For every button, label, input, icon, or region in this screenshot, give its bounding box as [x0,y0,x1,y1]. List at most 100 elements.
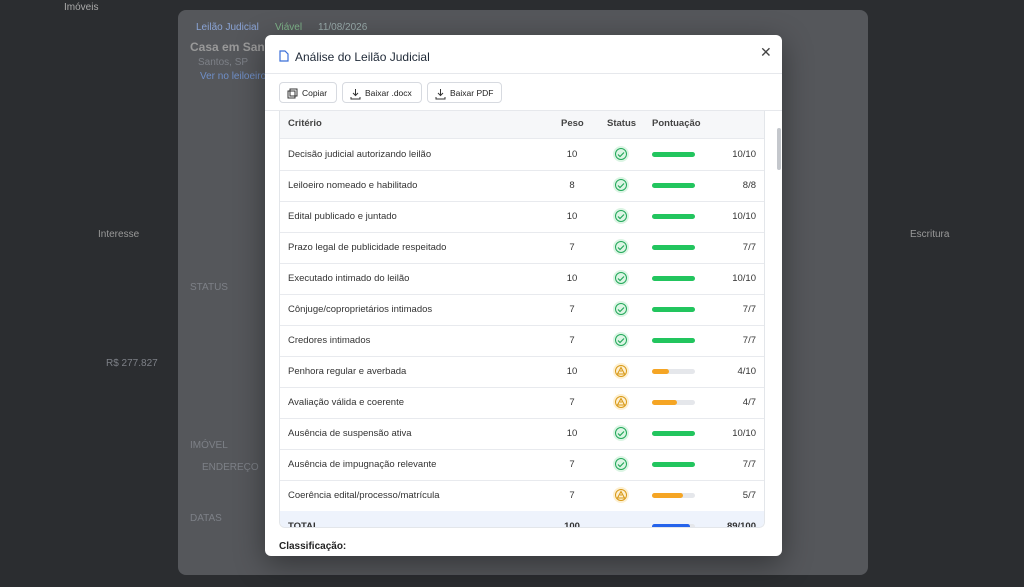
score-bar [652,462,695,467]
score-bar [652,245,695,250]
score-label: 10/10 [732,273,756,284]
criterion: Cônjuge/coproprietários intimados [288,304,433,315]
score-label: 10/10 [732,428,756,439]
score-label: 7/7 [742,335,756,346]
price: R$ 277.827 [106,358,158,369]
criterion: Avaliação válida e coerente [288,397,405,408]
score-bar [652,524,691,527]
criterion: Leiloeiro nomeado e habilitado [288,180,418,191]
table-row: TOTAL 100 89/100 [280,511,764,528]
weight: 7 [569,459,575,470]
column-header: Status [607,118,637,129]
score-track [652,152,695,157]
score-track [652,462,695,467]
criterion: Prazo legal de publicidade respeitado [288,242,447,253]
status-icon [613,456,629,472]
score-track [652,493,695,498]
button-icon [287,88,298,99]
column-header: Critério [288,118,322,129]
viability: Viável [275,22,303,33]
close-button[interactable]: ✕ [760,44,772,60]
app-title: Imóveis [64,2,99,13]
imovel-label: IMÓVEL [190,440,228,451]
table-row: Ausência de impugnação relevante 7 7/7 [280,449,764,481]
status-icon [613,146,629,162]
score-bar [652,307,695,312]
classification-label: Classificação: [279,541,347,552]
status-label: STATUS [190,282,228,293]
score-label: 4/7 [742,397,756,408]
criterion: Ausência de impugnação relevante [288,459,437,470]
criterion: Ausência de suspensão ativa [288,428,412,439]
toolbar-button[interactable]: Baixar .docx [342,82,422,103]
criterion: Credores intimados [288,335,371,346]
score-track [652,431,695,436]
city: Santos, SP [198,57,249,68]
toolbar-button[interactable]: Baixar PDF [427,82,502,103]
score-label: 7/7 [742,242,756,253]
criterion: Coerência edital/processo/matrícula [288,490,440,501]
score-track [652,214,695,219]
date: 11/08/2026 [318,22,368,33]
table-row: Cônjuge/coproprietários intimados 7 7/7 [280,294,764,326]
weight: 10 [566,273,578,284]
score-track [652,400,695,405]
status-icon [613,177,629,193]
score-bar [652,493,683,498]
score-label: 89/100 [726,521,756,528]
tag: Leilão Judicial [196,22,259,33]
table-row: Credores intimados 7 7/7 [280,325,764,357]
score-label: 5/7 [742,490,756,501]
table-row: Executado intimado do leilão 10 10/10 [280,263,764,295]
analysis-modal: Análise do Leilão Judicial ✕ Copiar Baixa… [265,35,782,556]
criteria-table: Critério Peso Status Pontuação Decisão judic… [279,111,765,528]
status-icon [613,270,629,286]
button-icon [350,89,361,100]
link: Ver no leiloeiro [200,71,267,82]
toolbar-button[interactable]: Copiar [279,82,337,103]
score-track [652,276,695,281]
score-track [652,245,695,250]
score-label: 10/10 [732,149,756,160]
criterion: Executado intimado do leilão [288,273,410,284]
score-track [652,338,695,343]
table-row: Penhora regular e averbada 10 4/10 [280,356,764,388]
table-row: Prazo legal de publicidade respeitado 7 7/… [280,232,764,264]
score-bar [652,152,695,157]
score-track [652,307,695,312]
column-header: Pontuação [652,118,701,129]
weight: 7 [569,242,575,253]
score-label: 8/8 [742,180,756,191]
score-bar [652,214,695,219]
score-bar [652,183,695,188]
score-label: 10/10 [732,211,756,222]
weight: 10 [566,428,578,439]
weight: 7 [569,304,575,315]
status-icon [613,301,629,317]
score-label: 4/10 [737,366,757,377]
score-label: 7/7 [742,459,756,470]
criterion: Decisão judicial autorizando leilão [288,149,432,160]
table-row: Leiloeiro nomeado e habilitado 8 8/8 [280,170,764,202]
status-icon [613,394,629,410]
score-track [652,524,695,527]
property: Casa em Santos [190,40,283,54]
weight: 10 [566,366,578,377]
status-icon [613,239,629,255]
table-row: Decisão judicial autorizando leilão 10 10/… [280,139,764,171]
button-icon [435,89,446,100]
status-icon [613,332,629,348]
table-row: Ausência de suspensão ativa 10 10/10 [280,418,764,450]
status-icon [613,487,629,503]
score-bar [652,431,695,436]
weight: 100 [564,521,580,528]
scrollbar[interactable] [777,128,781,170]
status-icon [613,208,629,224]
weight: 8 [569,180,575,191]
table-row: Avaliação válida e coerente 7 4/7 [280,387,764,419]
col-deed: Escritura [910,229,950,240]
score-bar [652,400,677,405]
status-icon [613,425,629,441]
weight: 10 [566,149,578,160]
modal-title: Análise do Leilão Judicial [295,50,430,64]
